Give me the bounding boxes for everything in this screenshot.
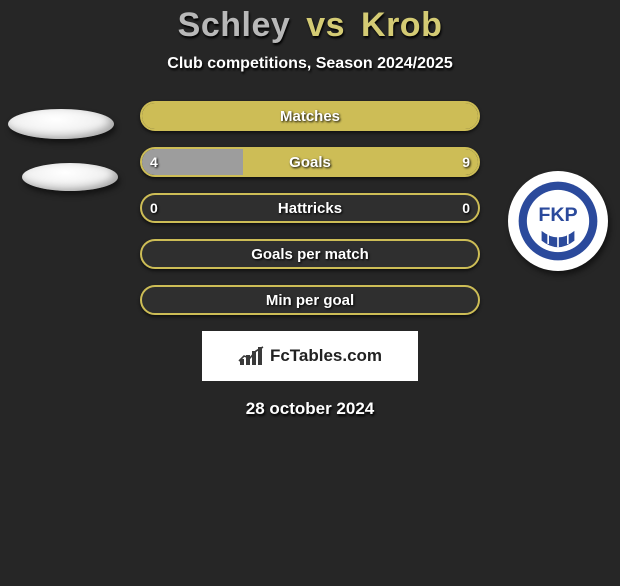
bar-label: Goals per match bbox=[142, 241, 478, 267]
title-vs: vs bbox=[306, 6, 345, 44]
subtitle: Club competitions, Season 2024/2025 bbox=[0, 55, 620, 73]
bar-label: Hattricks bbox=[142, 195, 478, 221]
bar-label: Matches bbox=[142, 103, 478, 129]
stat-bar-min-per-goal: Min per goal bbox=[140, 285, 480, 315]
stat-bar-hattricks: 00Hattricks bbox=[140, 193, 480, 223]
title-player1: Schley bbox=[178, 6, 291, 44]
bar-label: Min per goal bbox=[142, 287, 478, 313]
stat-bar-goals-per-match: Goals per match bbox=[140, 239, 480, 269]
player1-avatar-placeholder-2 bbox=[22, 163, 118, 191]
brand-text: FcTables.com bbox=[270, 346, 382, 366]
date-label: 28 october 2024 bbox=[0, 399, 620, 419]
title-player2: Krob bbox=[361, 6, 442, 44]
stat-bar-matches: Matches bbox=[140, 101, 480, 131]
player2-club-logo: FKP bbox=[508, 171, 608, 271]
page-title: Schley vs Krob bbox=[0, 6, 620, 45]
brand-badge[interactable]: FcTables.com bbox=[202, 331, 418, 381]
stat-bars: Matches 49Goals 00Hattricks Goals per match… bbox=[140, 101, 480, 315]
bar-label: Goals bbox=[142, 149, 478, 175]
brand-chart-icon bbox=[238, 345, 264, 367]
fkp-logo-icon: FKP bbox=[517, 180, 599, 262]
comparison-stage: FKP Matches 49Goals 00Hattricks Goals per m… bbox=[0, 101, 620, 315]
player1-avatar-placeholder-1 bbox=[8, 109, 114, 139]
stat-bar-goals: 49Goals bbox=[140, 147, 480, 177]
logo-text: FKP bbox=[538, 204, 577, 226]
